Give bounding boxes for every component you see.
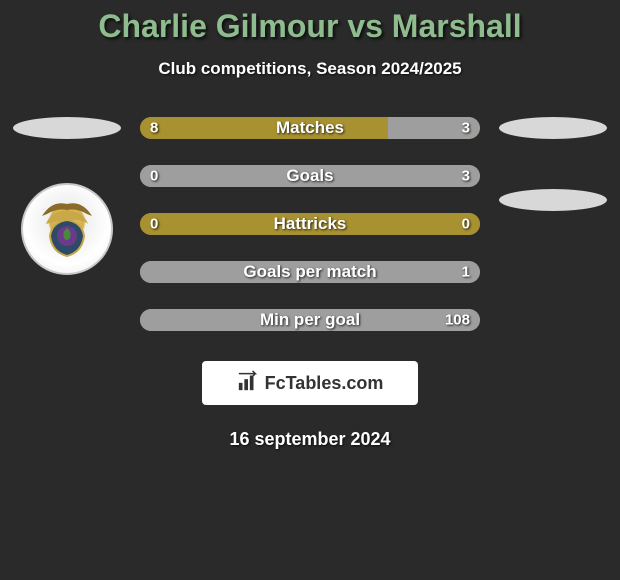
stat-bars: Matches 8 3 Goals 0 3 Hattricks 0 0 Goals per mat… xyxy=(140,117,480,331)
stat-label: Min per goal xyxy=(260,310,360,330)
stat-value-left: 0 xyxy=(150,168,158,185)
source-logo-text: FcTables.com xyxy=(265,373,384,394)
stat-label: Matches xyxy=(276,118,344,138)
player-badge-ellipse xyxy=(13,117,121,139)
stat-bar: Min per goal 108 xyxy=(140,309,480,331)
right-player-col xyxy=(498,117,608,211)
stat-bar-fill-left xyxy=(140,117,388,139)
stat-value-left: 8 xyxy=(150,120,158,137)
player-badge-ellipse xyxy=(499,189,607,211)
page-title: Charlie Gilmour vs Marshall xyxy=(0,8,620,45)
stat-label: Hattricks xyxy=(274,214,347,234)
player-badge-ellipse xyxy=(499,117,607,139)
stat-value-right: 108 xyxy=(445,312,470,329)
stat-bar: Matches 8 3 xyxy=(140,117,480,139)
stat-value-right: 3 xyxy=(462,168,470,185)
stat-bar: Goals per match 1 xyxy=(140,261,480,283)
bar-chart-icon xyxy=(237,370,259,397)
stat-value-right: 1 xyxy=(462,264,470,281)
club-crest-icon xyxy=(21,183,113,275)
stat-bar: Goals 0 3 xyxy=(140,165,480,187)
stat-value-right: 3 xyxy=(462,120,470,137)
stat-value-right: 0 xyxy=(462,216,470,233)
stat-value-left: 0 xyxy=(150,216,158,233)
left-player-col xyxy=(12,117,122,275)
comparison-row: Matches 8 3 Goals 0 3 Hattricks 0 0 Goals per mat… xyxy=(0,117,620,331)
source-logo: FcTables.com xyxy=(202,361,418,405)
stat-bar: Hattricks 0 0 xyxy=(140,213,480,235)
stat-label: Goals per match xyxy=(243,262,376,282)
page-subtitle: Club competitions, Season 2024/2025 xyxy=(0,59,620,79)
stat-label: Goals xyxy=(286,166,333,186)
footer-date: 16 september 2024 xyxy=(0,429,620,450)
